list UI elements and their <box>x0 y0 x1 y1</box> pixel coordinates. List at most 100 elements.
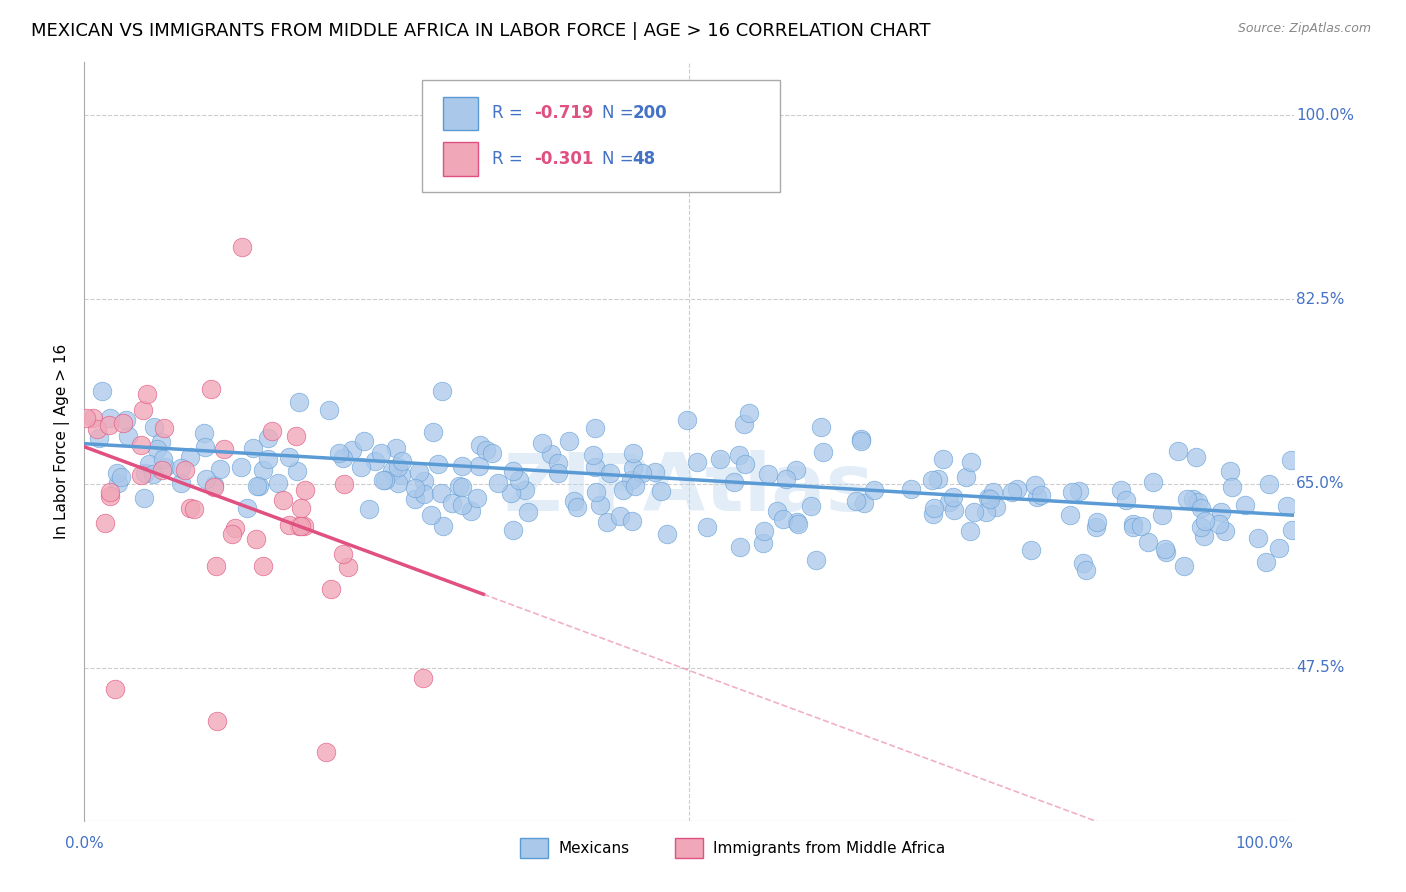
Point <box>202 480 225 494</box>
Point <box>728 540 751 554</box>
Point <box>1026 490 1049 504</box>
Point <box>540 447 562 461</box>
Point <box>565 500 588 514</box>
Point <box>212 442 235 456</box>
Point <box>427 457 450 471</box>
Text: Immigrants from Middle Africa: Immigrants from Middle Africa <box>713 841 945 855</box>
Point <box>209 462 232 476</box>
Point <box>87 431 110 445</box>
Point <box>173 463 195 477</box>
Point <box>179 500 201 515</box>
Point <box>502 523 524 537</box>
Point <box>267 475 290 490</box>
Point <box>249 479 271 493</box>
Text: 47.5%: 47.5% <box>1296 660 1344 675</box>
Point <box>350 460 373 475</box>
Point <box>150 463 173 477</box>
Text: 0.0%: 0.0% <box>65 837 104 852</box>
Point <box>624 479 647 493</box>
Point <box>583 460 606 475</box>
Point <box>943 503 966 517</box>
Point <box>1275 499 1298 513</box>
Point <box>676 412 699 426</box>
Point <box>1154 541 1177 556</box>
Point <box>1076 562 1098 576</box>
Text: 100.0%: 100.0% <box>1296 108 1354 122</box>
Point <box>132 491 155 505</box>
Point <box>1115 493 1137 508</box>
Point <box>1268 541 1291 556</box>
Point <box>1001 485 1024 500</box>
Point <box>1182 491 1205 506</box>
Point <box>1208 516 1230 531</box>
Point <box>644 465 666 479</box>
Point <box>1142 475 1164 489</box>
Point <box>530 436 553 450</box>
Text: N =: N = <box>602 104 633 122</box>
Point <box>1071 556 1094 570</box>
Point <box>1085 515 1108 529</box>
Point <box>810 419 832 434</box>
Point <box>104 681 127 696</box>
Point <box>451 499 474 513</box>
Point <box>723 475 745 490</box>
Point <box>193 426 215 441</box>
Point <box>451 458 474 473</box>
Point <box>1281 453 1303 467</box>
Point <box>595 515 617 529</box>
Point <box>135 387 157 401</box>
Point <box>420 508 443 522</box>
Point <box>508 473 530 487</box>
Point <box>387 459 409 474</box>
Point <box>404 491 426 506</box>
Point <box>852 496 875 510</box>
Point <box>1173 559 1195 574</box>
Point <box>75 411 97 425</box>
Text: 48: 48 <box>633 150 655 168</box>
Point <box>942 490 965 504</box>
Point <box>557 434 579 448</box>
Point <box>863 483 886 498</box>
Point <box>364 453 387 467</box>
Point <box>204 559 226 574</box>
Point <box>236 501 259 516</box>
Point <box>963 505 986 519</box>
Point <box>153 460 176 475</box>
Point <box>655 526 678 541</box>
Point <box>357 501 380 516</box>
Point <box>110 470 132 484</box>
Point <box>285 464 308 478</box>
Point <box>260 424 283 438</box>
Text: R =: R = <box>492 104 529 122</box>
Point <box>981 485 1004 500</box>
Point <box>582 448 605 462</box>
Point <box>252 463 274 477</box>
Text: Mexicans: Mexicans <box>558 841 630 855</box>
Point <box>609 509 631 524</box>
Point <box>1167 443 1189 458</box>
Point <box>955 470 977 484</box>
Point <box>927 472 949 486</box>
Point <box>134 466 156 480</box>
Point <box>931 452 953 467</box>
Point <box>194 440 217 454</box>
Point <box>340 443 363 458</box>
Point <box>696 520 718 534</box>
Point <box>271 493 294 508</box>
Point <box>111 416 134 430</box>
Point <box>412 672 434 686</box>
Point <box>1060 484 1083 499</box>
Point <box>922 507 945 521</box>
Point <box>1021 543 1043 558</box>
Point <box>245 532 267 546</box>
Text: 65.0%: 65.0% <box>1296 476 1344 491</box>
Point <box>321 582 343 596</box>
Point <box>183 501 205 516</box>
Point <box>686 455 709 469</box>
Point <box>709 451 731 466</box>
Point <box>976 491 998 505</box>
Point <box>1209 505 1232 519</box>
Point <box>1085 520 1108 534</box>
Point <box>787 516 810 531</box>
Point <box>288 519 311 533</box>
